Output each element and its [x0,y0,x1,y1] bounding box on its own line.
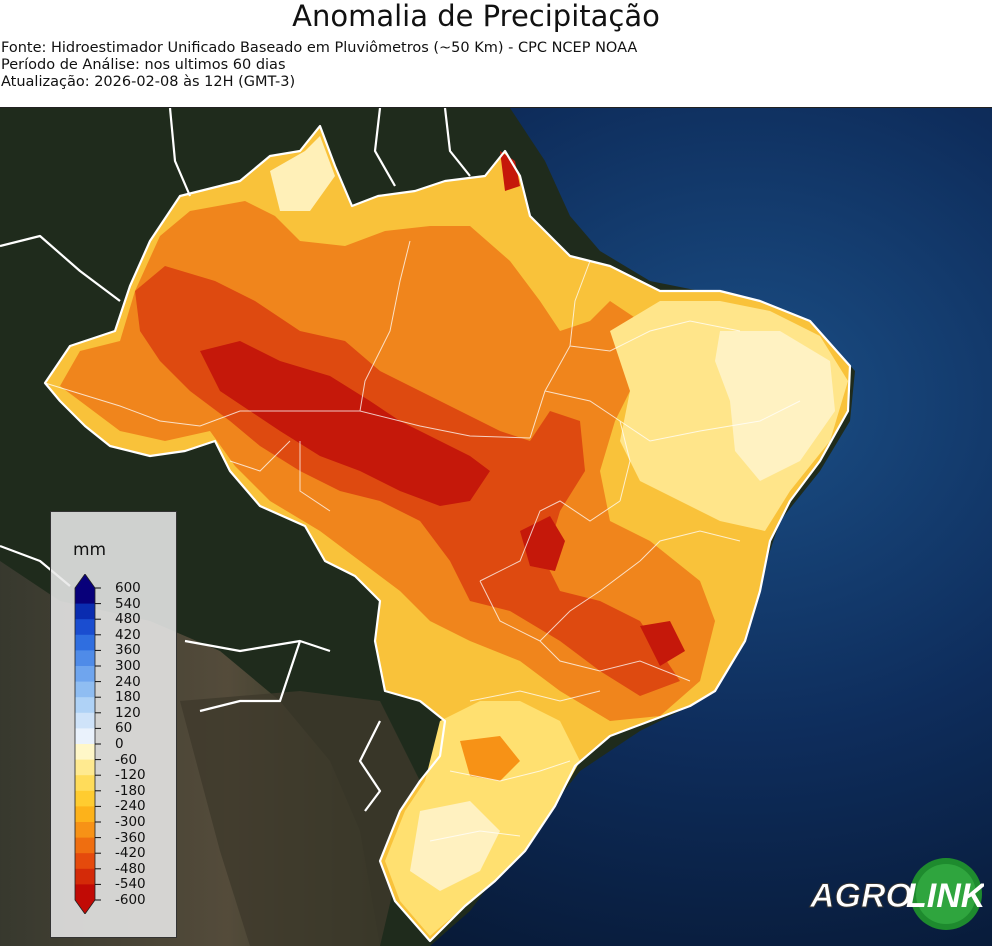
state-borders [44,240,801,842]
precipitation-map: mm 600 540 480 420 360 300 240 180 120 60 0 -60 -120… [0,107,992,946]
zone-pale-north [270,136,335,211]
colorbar-segment [75,868,95,885]
map-title: Anomalia de Precipitação [292,0,660,33]
update-line: Atualização: 2026-02-08 às 12H (GMT-3) [1,74,296,90]
agrolink-logo: AGRO LINK [809,858,984,930]
neighbor-border-6 [184,639,331,653]
zone-deep-red [200,341,490,506]
legend-tick-label: -300 [115,814,146,830]
colorbar-segment [75,822,95,839]
logo-text-agro: AGRO [809,877,912,915]
legend-tick-label: 180 [115,689,141,706]
legend-tick-label: 300 [115,658,141,674]
legend-tick-label: 540 [115,595,141,612]
legend-tick-label: -600 [115,892,146,908]
legend-tick-label: -360 [115,829,146,846]
legend-tick-label: 240 [115,673,141,690]
borders [0,108,852,943]
colorbar-segment [75,759,95,776]
legend-tick-label: 0 [115,736,124,752]
brazil-anomaly-field [45,126,850,941]
colorbar-segment [75,603,95,620]
legend-tick-label: 360 [115,642,141,659]
brazil-outline [43,124,852,943]
legend-tick-label: 480 [115,611,141,628]
zone-deep-red-2 [520,516,565,571]
colorbar-segment [75,728,95,745]
neighbor-border-3 [373,108,396,187]
colorbar-segment [75,775,95,792]
legend-tick-label: -540 [115,876,146,893]
zone-deep-red-3 [640,621,685,666]
colorbar-segment [75,884,95,901]
neighbor-border-2 [168,108,192,197]
colorbar-segment [75,666,95,683]
neighbor-border-8 [358,720,382,812]
colorbar-segment [75,619,95,636]
colorbar-segment [75,634,95,651]
legend-tick-label: 60 [115,720,133,737]
colorbar-segment [75,837,95,854]
legend-tick-label: -180 [115,782,146,799]
source-line: Fonte: Hidroestimador Unificado Baseado … [1,40,638,56]
colorbar-segment [75,681,95,698]
legend-colorbar [74,574,101,914]
colorbar-segment [75,806,95,823]
legend-tick-label: -60 [115,751,138,768]
colorbar-segment [75,697,95,714]
zone-pale-south [410,801,500,891]
period-line: Período de Análise: nos ultimos 60 dias [1,57,286,73]
colorbar-segment [75,853,95,870]
legend-tick-label: -420 [115,845,146,862]
chaco-region [180,691,420,946]
colorbar-segment [75,744,95,761]
colorbar-segment [75,588,95,605]
legend-tick-label: 420 [115,626,141,643]
zone-orange-south-spot [460,736,520,781]
colorbar-min-arrow [75,900,95,914]
legend-unit: mm [73,540,107,560]
colorbar-segment [75,712,95,729]
zone-pale-northeast [715,331,835,481]
legend-tick-label: 120 [115,704,141,721]
zone-deep-red-4 [500,151,520,191]
legend-tick-label: -120 [115,767,146,784]
neighbor-border-1 [0,234,121,302]
neighbor-border-7 [199,640,302,713]
legend-tick-label: -240 [115,798,146,815]
colorbar-max-arrow [75,574,95,588]
logo-text-link: LINK [906,877,984,915]
colorbar-segment [75,790,95,807]
legend-panel: mm 600 540 480 420 360 300 240 180 120 60 0 -60 -120… [50,511,177,938]
neighbor-border-4 [443,108,471,177]
legend-tick-label: -480 [115,860,146,877]
colorbar-segment [75,650,95,667]
legend-tick-label: 600 [115,580,141,596]
